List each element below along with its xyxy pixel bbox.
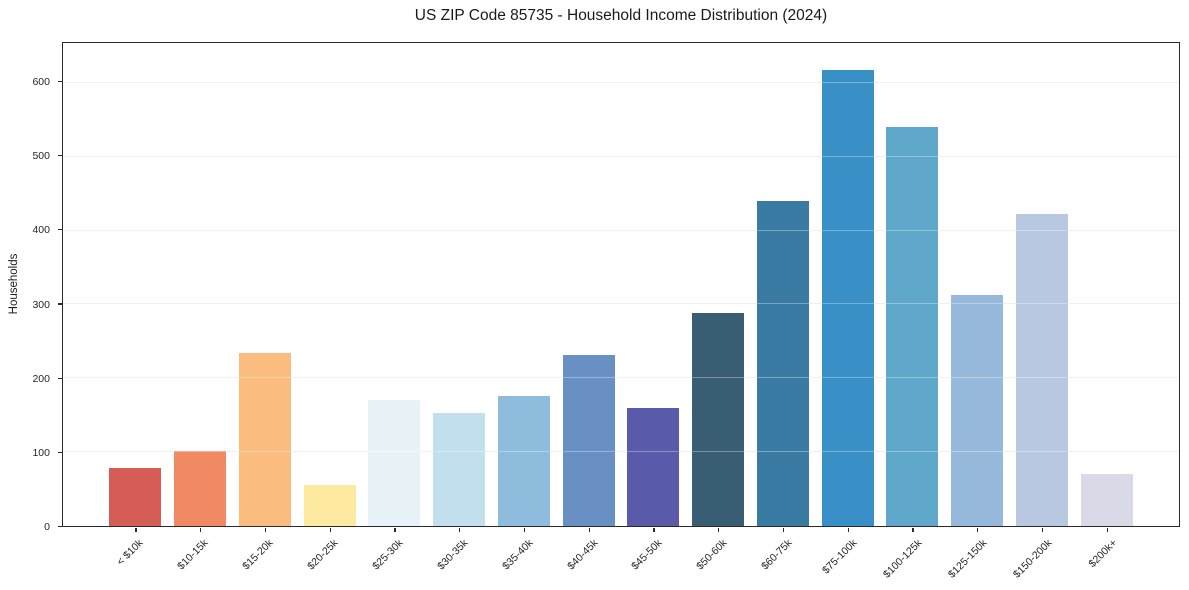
- bar-slot: [492, 43, 557, 532]
- x-tick-label: $200k+: [1085, 537, 1120, 571]
- gridline-500: [63, 155, 1179, 157]
- bar-slot: [621, 43, 686, 532]
- x-tick-mark: [459, 527, 461, 532]
- x-tick-mark: [1041, 527, 1044, 532]
- x-tick-label: $40-45k: [564, 537, 601, 573]
- x-tick-label: $60-75k: [759, 537, 795, 573]
- gridline-500: [63, 155, 1179, 157]
- gridline-600: [63, 81, 1179, 83]
- plot-area: [62, 42, 1180, 532]
- gridline-100: [63, 451, 1179, 453]
- y-tick-mark: [57, 303, 62, 305]
- x-tick-label: $100-125k: [880, 537, 925, 581]
- bar: [951, 294, 1004, 526]
- x-tick-mark: [329, 527, 331, 532]
- x-tick-label: < $10k: [114, 537, 146, 568]
- x-tick-mark: [718, 527, 720, 532]
- bar: [433, 413, 486, 526]
- x-tick-label: $150-200k: [1010, 537, 1055, 581]
- y-tick-label: 0: [44, 521, 50, 533]
- bar-slot: [945, 43, 1010, 532]
- bar-slot: [1074, 43, 1139, 532]
- y-tick-mark: [57, 377, 62, 379]
- y-tick-mark: [57, 525, 62, 527]
- y-axis-ticks: 0 100 200 300 400 500 600: [0, 42, 62, 533]
- gridline-200: [63, 377, 1179, 379]
- x-tick-mark: [847, 527, 849, 532]
- x-tick-mark: [264, 527, 267, 532]
- x-axis-labels: < $10k $10-15k $15-20k $20-25k $25-30k $30-35…: [62, 527, 1180, 590]
- bar-slot: [168, 43, 233, 532]
- bar-slot: [686, 43, 751, 532]
- x-tick-label: $35-40k: [499, 537, 536, 573]
- y-tick-mark: [57, 451, 62, 453]
- bar-slot: [556, 43, 621, 532]
- bar-slot: [103, 43, 168, 532]
- x-tick-mark: [977, 527, 979, 532]
- gridline-400: [63, 229, 1179, 231]
- bar-slot: [297, 43, 362, 532]
- x-tick-mark: [912, 527, 914, 532]
- bar: [627, 407, 680, 526]
- gridline-200: [63, 377, 1179, 379]
- bar-slot: [1010, 43, 1075, 532]
- x-tick-label: $75-100k: [820, 537, 860, 577]
- bar: [692, 312, 745, 526]
- gridline-600: [63, 81, 1179, 83]
- bar-slot: [815, 43, 880, 532]
- y-tick-label: 500: [32, 150, 50, 163]
- y-tick-label: 400: [32, 224, 50, 237]
- gridline-300: [63, 303, 1179, 305]
- bar: [497, 396, 550, 526]
- bar: [368, 400, 421, 526]
- bar: [174, 450, 227, 526]
- x-tick-label: $30-35k: [434, 537, 471, 573]
- bar: [109, 468, 162, 526]
- bar: [562, 355, 615, 526]
- bar: [821, 70, 874, 526]
- y-tick-label: 200: [32, 372, 50, 385]
- bar: [1015, 213, 1068, 526]
- x-tick-mark: [782, 527, 785, 532]
- gridline-300: [63, 303, 1179, 305]
- x-tick-label: $25-30k: [370, 537, 406, 573]
- bar-slot: [233, 43, 298, 532]
- y-tick-mark: [57, 155, 62, 157]
- bar-slot: [880, 43, 945, 532]
- bar-slot: [751, 43, 816, 532]
- x-tick-label: $125-150k: [945, 537, 990, 581]
- y-tick-label: 600: [32, 76, 50, 89]
- x-tick-mark: [135, 527, 137, 532]
- gridline-400: [63, 229, 1179, 231]
- gridline-100: [63, 451, 1179, 453]
- x-tick-mark: [394, 527, 396, 532]
- bar-slot: [427, 43, 492, 532]
- bar: [1080, 474, 1133, 526]
- bar-slot: [362, 43, 427, 532]
- bar: [238, 353, 291, 526]
- x-tick-label: $15-20k: [240, 537, 276, 573]
- bar: [886, 127, 939, 526]
- bars-row: [63, 43, 1179, 532]
- y-tick-mark: [57, 80, 62, 83]
- y-tick-mark: [57, 229, 62, 231]
- x-tick-label: $20-25k: [305, 537, 341, 573]
- x-tick-mark: [1106, 527, 1108, 532]
- x-tick-mark: [588, 527, 590, 532]
- x-tick-mark: [523, 527, 526, 532]
- x-tick-label: $45-50k: [629, 537, 665, 573]
- bar: [756, 201, 809, 526]
- y-tick-label: 300: [32, 298, 50, 311]
- x-tick-mark: [200, 527, 202, 532]
- x-tick-label: $10-15k: [175, 537, 211, 573]
- y-tick-label: 100: [32, 446, 50, 459]
- bar: [303, 484, 356, 526]
- x-tick-label: $50-60k: [694, 537, 730, 573]
- chart-title: US ZIP Code 85735 - Household Income Dis…: [414, 7, 828, 24]
- x-tick-mark: [653, 527, 655, 532]
